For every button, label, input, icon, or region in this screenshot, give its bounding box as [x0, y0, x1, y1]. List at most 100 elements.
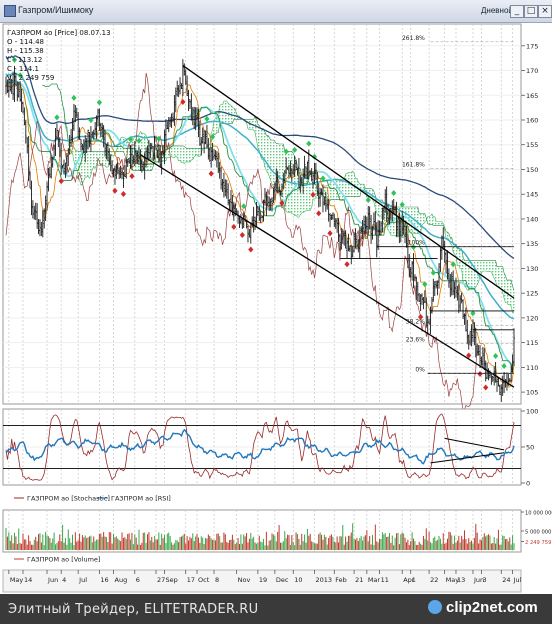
- cloud-segment: [300, 175, 303, 214]
- cloud-segment: [266, 135, 269, 174]
- minimize-button[interactable]: _: [510, 5, 524, 18]
- cloud-segment: [199, 148, 201, 157]
- cloud-segment: [204, 147, 207, 149]
- cloud-segment: [489, 260, 491, 272]
- cloud-segment: [183, 146, 186, 164]
- cloud-segment: [233, 108, 235, 120]
- fib-level-label: 23.6%: [406, 337, 425, 344]
- cloud-segment: [484, 260, 487, 272]
- watermark-text: clip2net.com: [446, 599, 538, 616]
- volume-axis-label: 5 000 000: [525, 529, 551, 535]
- cloud-segment: [167, 145, 170, 158]
- time-axis-label: 19: [259, 576, 267, 584]
- buy-signal-marker: [71, 94, 77, 101]
- buy-signal-marker: [320, 175, 326, 182]
- sell-signal-marker: [180, 99, 186, 106]
- price-axis-label: 175: [526, 42, 538, 50]
- buy-signal-marker: [493, 352, 499, 359]
- cloud-segment: [360, 184, 362, 192]
- fib-level-label: 38.2%: [406, 318, 425, 325]
- legend-title: ГАЗПРОМ ао [Price] 08.07.13: [7, 29, 111, 37]
- cloud-segment: [394, 206, 396, 236]
- time-axis-label: 11: [381, 576, 389, 584]
- time-axis-bar: [2, 569, 522, 593]
- cloud-segment: [433, 216, 436, 226]
- sell-signal-marker: [112, 187, 118, 194]
- price-axis-label: 130: [526, 265, 538, 273]
- sell-signal-marker: [310, 191, 316, 198]
- buy-signal-marker: [209, 133, 216, 140]
- sell-signal-marker: [120, 190, 127, 197]
- price-bars: [5, 59, 515, 403]
- cloud-segment: [142, 133, 145, 171]
- title-bar: Газпром/Ишимоку Дневной _ □ ×: [0, 0, 552, 23]
- cloud-segment: [234, 108, 237, 120]
- cloud-segment: [407, 206, 409, 234]
- cloud-segment: [347, 172, 350, 197]
- timeframe-label[interactable]: Дневной: [481, 6, 513, 15]
- cloud-segment: [296, 166, 299, 218]
- cloud-segment: [218, 105, 221, 124]
- legend-high: H - 115.38: [7, 47, 44, 55]
- cloud-segment: [448, 233, 450, 240]
- cloud-segment: [177, 145, 180, 161]
- cloud-segment: [191, 148, 194, 160]
- stochastic-line: [5, 413, 515, 481]
- cloud-segment: [473, 260, 476, 290]
- rsi-trendline-lower[interactable]: [430, 452, 505, 464]
- cloud-segment: [361, 184, 364, 192]
- cloud-segment: [380, 200, 382, 216]
- volume-grid: [8, 510, 513, 552]
- sell-signal-marker: [248, 246, 254, 253]
- time-axis-label: Jul: [513, 576, 522, 584]
- cloud-segment: [436, 221, 439, 226]
- cloud-segment: [455, 244, 457, 257]
- cloud-segment: [116, 145, 119, 152]
- cloud-segment: [493, 260, 495, 279]
- cloud-segment: [81, 151, 84, 185]
- buy-signal-marker: [241, 203, 247, 210]
- cloud-segment: [169, 145, 171, 158]
- cloud-segment: [341, 179, 344, 200]
- cloud-segment: [143, 133, 146, 171]
- cloud-segment: [363, 184, 365, 190]
- cloud-segment: [298, 168, 300, 218]
- cloud-segment: [439, 221, 442, 226]
- channel-lower-line[interactable]: [140, 154, 515, 388]
- rsi-trendline-upper[interactable]: [444, 437, 505, 451]
- time-axis-label: Jun: [473, 576, 484, 584]
- time-axis-label: 16: [100, 576, 108, 584]
- time-axis-label: Nov: [238, 576, 251, 584]
- cloud-segment: [462, 257, 464, 283]
- cloud-segment: [282, 144, 285, 202]
- cloud-segment: [225, 100, 228, 124]
- buy-signal-marker: [422, 281, 428, 288]
- fib-level-label: 100%: [408, 240, 425, 247]
- cloud-segment: [119, 138, 122, 152]
- cloud-segment: [343, 179, 345, 200]
- cloud-segment: [374, 195, 377, 209]
- cloud-segment: [165, 145, 167, 161]
- cloud-segment: [450, 237, 453, 245]
- cloud-segment: [84, 151, 87, 178]
- cloud-segment: [510, 280, 512, 307]
- sell-signal-marker: [129, 173, 135, 180]
- cloud-segment: [187, 148, 190, 162]
- cloud-segment: [100, 151, 102, 165]
- cloud-segment: [175, 145, 177, 157]
- maximize-button[interactable]: □: [524, 5, 538, 18]
- cloud-segment: [102, 151, 105, 166]
- close-button[interactable]: ×: [538, 5, 552, 18]
- cloud-segment: [419, 213, 422, 234]
- cloud-segment: [426, 216, 429, 224]
- cloud-segment: [305, 175, 307, 211]
- cloud-segment: [92, 151, 95, 168]
- cloud-segment: [125, 139, 128, 160]
- cloud-segment: [166, 145, 169, 158]
- sell-signal-marker: [418, 314, 424, 321]
- cloud-segment: [302, 175, 304, 213]
- cloud-segment: [315, 184, 317, 198]
- channel-upper-line[interactable]: [182, 65, 515, 299]
- cloud-segment: [323, 186, 326, 197]
- volume-axis-label: 10 000 000: [525, 510, 552, 516]
